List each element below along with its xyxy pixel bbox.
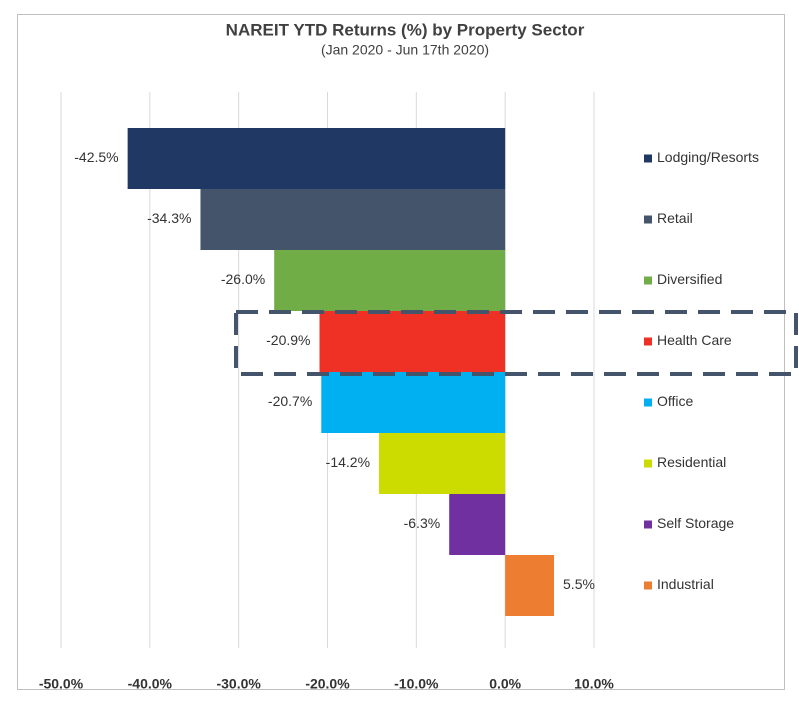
value-label: -6.3% bbox=[404, 515, 441, 531]
bar bbox=[379, 433, 506, 494]
category-label: Diversified bbox=[657, 271, 722, 287]
category-label: Residential bbox=[657, 454, 726, 470]
x-tick-label: 0.0% bbox=[489, 676, 521, 692]
value-label: -20.7% bbox=[268, 393, 312, 409]
legend-swatch bbox=[644, 581, 652, 590]
value-label: -42.5% bbox=[74, 149, 118, 165]
legend-swatch bbox=[644, 215, 652, 224]
bar bbox=[274, 250, 506, 311]
value-label: 5.5% bbox=[563, 576, 595, 592]
x-tick-label: -10.0% bbox=[394, 676, 439, 692]
chart-title: NAREIT YTD Returns (%) by Property Secto… bbox=[226, 20, 585, 39]
highlight-box bbox=[234, 310, 798, 376]
chart-subtitle: (Jan 2020 - Jun 17th 2020) bbox=[321, 42, 489, 58]
legend-swatch bbox=[644, 276, 652, 285]
bar bbox=[127, 128, 506, 189]
legend-swatch bbox=[644, 520, 652, 529]
bar bbox=[449, 494, 506, 555]
legend-swatch bbox=[644, 154, 652, 163]
legend-swatch bbox=[644, 459, 652, 468]
x-tick-label: -20.0% bbox=[305, 676, 350, 692]
bar bbox=[505, 555, 555, 616]
category-label: Retail bbox=[657, 210, 693, 226]
x-tick-label: -50.0% bbox=[39, 676, 84, 692]
category-label: Industrial bbox=[657, 576, 714, 592]
legend-swatch bbox=[644, 337, 652, 346]
value-label: -14.2% bbox=[326, 454, 370, 470]
value-label: -26.0% bbox=[221, 271, 265, 287]
x-tick-label: -30.0% bbox=[216, 676, 261, 692]
value-label: -34.3% bbox=[147, 210, 191, 226]
category-label: Health Care bbox=[657, 332, 732, 348]
bar bbox=[200, 189, 506, 250]
bar bbox=[321, 372, 506, 433]
category-label: Lodging/Resorts bbox=[657, 149, 759, 165]
bars: -42.5% Lodging/Resorts -34.3% Retail -26.0% D… bbox=[74, 128, 759, 616]
legend-swatch bbox=[644, 398, 652, 407]
x-tick-label: 10.0% bbox=[574, 676, 614, 692]
category-label: Office bbox=[657, 393, 694, 409]
value-label: -20.9% bbox=[266, 332, 310, 348]
category-label: Self Storage bbox=[657, 515, 734, 531]
bar bbox=[319, 311, 506, 372]
x-tick-label: -40.0% bbox=[128, 676, 173, 692]
